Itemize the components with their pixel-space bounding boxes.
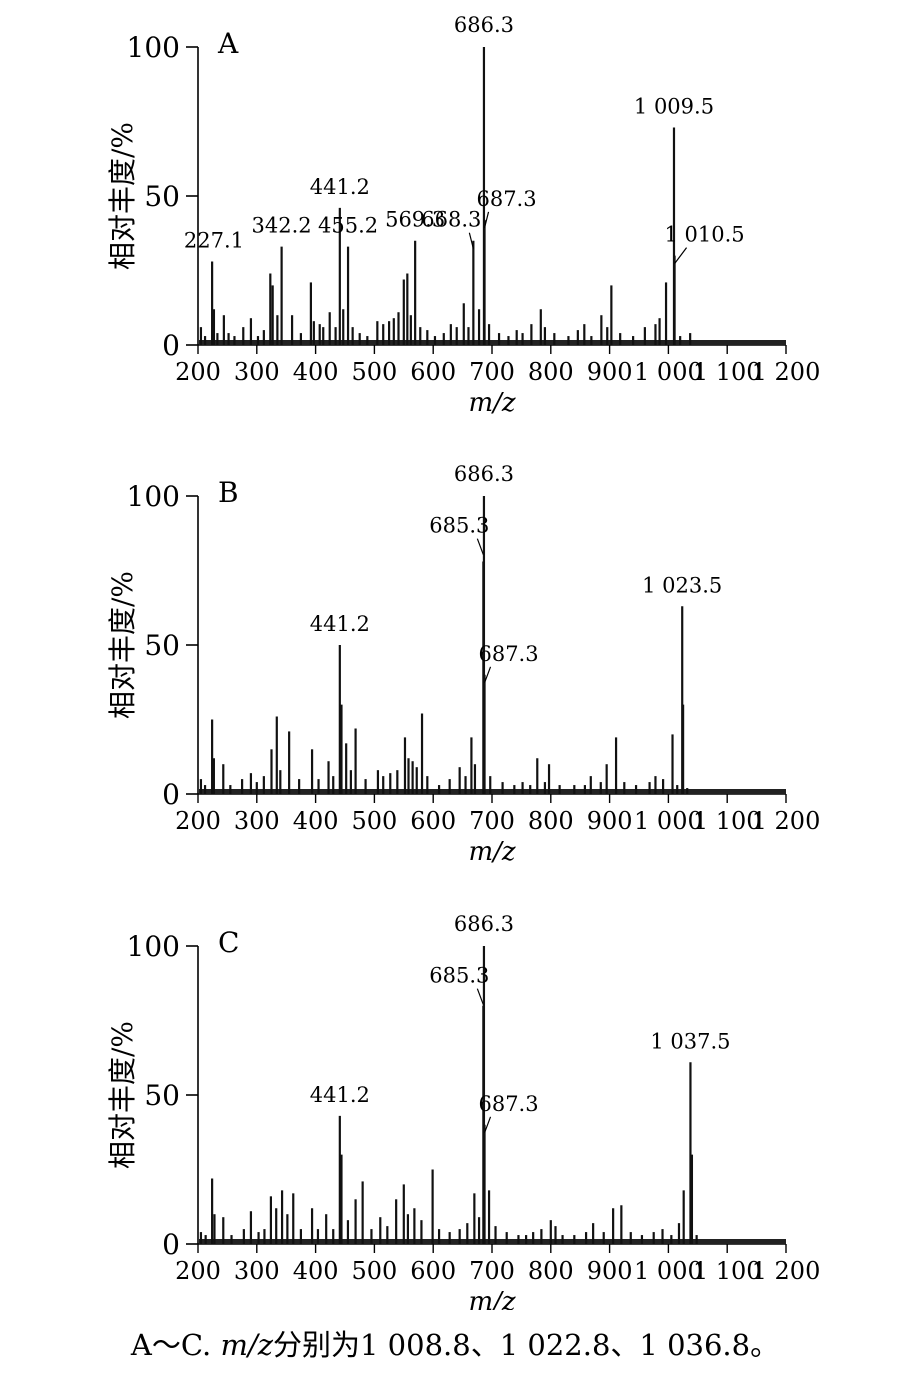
- x-axis-label: m/z: [468, 388, 515, 418]
- peak-label: 1 009.5: [634, 95, 714, 119]
- y-tick-label: 0: [162, 329, 180, 362]
- peak-label: 687.3: [478, 1092, 538, 1116]
- baseline-noise: [199, 789, 786, 794]
- peak-label: 1 037.5: [650, 1029, 730, 1053]
- x-axis-label: m/z: [468, 1287, 515, 1310]
- x-tick-label: 1 100: [693, 807, 762, 835]
- figure-caption: A～C. m/z分别为1 008.8、1 022.8、1 036.8。: [0, 1322, 910, 1364]
- peak-label: 668.3: [421, 208, 481, 232]
- x-tick-label: 1 000: [634, 1257, 703, 1285]
- x-tick-label: 1 200: [752, 358, 821, 386]
- y-tick-label: 0: [162, 778, 180, 811]
- baseline-noise: [199, 340, 786, 345]
- x-tick-label: 900: [587, 1257, 633, 1285]
- x-axis-label: m/z: [468, 837, 515, 867]
- y-tick-label: 0: [162, 1228, 180, 1261]
- x-tick-label: 600: [410, 358, 456, 386]
- y-tick-label: 100: [127, 480, 180, 513]
- x-tick-label: 1 100: [693, 1257, 762, 1285]
- peak-label: 227.1: [184, 229, 244, 253]
- peak-label: 686.3: [454, 912, 514, 936]
- x-tick-label: 600: [410, 1257, 456, 1285]
- caption-prefix: A～C.: [130, 1328, 221, 1362]
- x-tick-label: 500: [351, 358, 397, 386]
- x-tick-label: 400: [293, 1257, 339, 1285]
- peak-label: 441.2: [310, 1083, 370, 1107]
- y-tick-label: 50: [144, 1079, 180, 1112]
- y-axis-label: 相对丰度/%: [106, 571, 139, 719]
- peak-label-leader: [468, 232, 474, 249]
- x-tick-label: 400: [293, 358, 339, 386]
- x-tick-label: 200: [175, 1257, 221, 1285]
- peak-label: 686.3: [454, 462, 514, 486]
- panel-label: C: [218, 926, 239, 959]
- y-axis-label: 相对丰度/%: [106, 122, 139, 270]
- peak-label: 1 023.5: [642, 573, 722, 597]
- x-tick-label: 700: [469, 1257, 515, 1285]
- x-tick-label: 900: [587, 807, 633, 835]
- x-tick-label: 700: [469, 358, 515, 386]
- x-tick-label: 800: [528, 807, 574, 835]
- x-tick-label: 800: [528, 358, 574, 386]
- peak-label-leader: [483, 666, 492, 684]
- panel-label: A: [217, 27, 239, 60]
- x-tick-label: 300: [234, 358, 280, 386]
- x-tick-label: 300: [234, 807, 280, 835]
- peak-label: 441.2: [310, 175, 370, 199]
- x-tick-label: 1 000: [634, 807, 703, 835]
- peak-label-leader: [476, 988, 484, 1005]
- x-tick-label: 800: [528, 1257, 574, 1285]
- x-tick-label: 1 200: [752, 1257, 821, 1285]
- x-tick-label: 300: [234, 1257, 280, 1285]
- x-tick-label: 1 200: [752, 807, 821, 835]
- y-axis-label: 相对丰度/%: [106, 1021, 139, 1169]
- peak-label-leader: [483, 1116, 492, 1134]
- x-tick-label: 200: [175, 807, 221, 835]
- y-tick-label: 50: [144, 629, 180, 662]
- peak-label: 687.3: [476, 187, 536, 211]
- x-tick-label: 500: [351, 807, 397, 835]
- peak-label-leader: [483, 211, 490, 229]
- x-tick-label: 700: [469, 807, 515, 835]
- peak-label: 569.3: [385, 208, 445, 232]
- peak-label-leader: [476, 538, 484, 555]
- y-tick-label: 100: [127, 31, 180, 64]
- peak-label: 455.2: [318, 214, 378, 238]
- baseline-noise: [199, 1239, 786, 1244]
- x-tick-label: 900: [587, 358, 633, 386]
- peak-label: 685.3: [429, 514, 489, 538]
- peak-label: 441.2: [310, 612, 370, 636]
- panel-label: B: [218, 476, 239, 509]
- caption-mz: m/z: [220, 1328, 274, 1362]
- peak-label: 686.3: [454, 13, 514, 37]
- x-tick-label: 1 100: [693, 358, 762, 386]
- caption-rest: 分别为1 008.8、1 022.8、1 036.8。: [273, 1328, 780, 1362]
- peak-label: 342.2: [252, 214, 312, 238]
- peak-label: 687.3: [478, 642, 538, 666]
- peak-label: 685.3: [429, 964, 489, 988]
- x-tick-label: 500: [351, 1257, 397, 1285]
- y-tick-label: 50: [144, 180, 180, 213]
- peak-label: 1 010.5: [664, 223, 744, 247]
- peak-label-leader: [674, 247, 688, 265]
- x-tick-label: 400: [293, 807, 339, 835]
- y-tick-label: 100: [127, 930, 180, 963]
- x-tick-label: 200: [175, 358, 221, 386]
- x-tick-label: 1 000: [634, 358, 703, 386]
- x-tick-label: 600: [410, 807, 456, 835]
